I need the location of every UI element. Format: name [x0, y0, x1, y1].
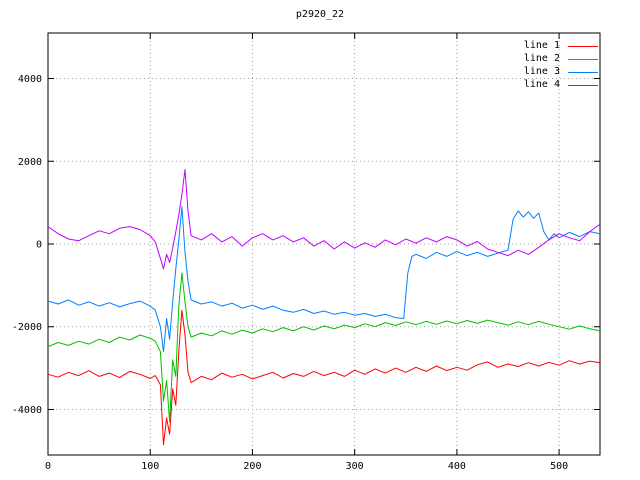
legend-swatch: [568, 84, 598, 86]
x-tick-label: 300: [346, 461, 364, 472]
y-tick-label: -4000: [12, 405, 42, 416]
legend-row: line 3: [524, 67, 598, 77]
legend-row: line 2: [524, 54, 598, 64]
legend-swatch: [568, 71, 598, 73]
legend: line 1 line 2 line 3 line 4: [524, 41, 598, 90]
legend-label: line 3: [523, 66, 560, 77]
y-tick-label: -2000: [12, 322, 42, 333]
legend-label: line 2: [523, 53, 560, 64]
series-line-4: [47, 169, 601, 270]
series-line-2: [47, 272, 601, 423]
x-tick-label: 500: [550, 461, 568, 472]
series-line-1: [47, 309, 601, 446]
legend-row: line 1: [524, 41, 598, 51]
x-tick-label: 100: [141, 461, 159, 472]
series-line-3: [47, 206, 601, 353]
legend-swatch: [568, 45, 598, 47]
y-tick-label: 4000: [18, 74, 42, 85]
legend-row: line 4: [524, 80, 598, 90]
x-tick-label: 400: [448, 461, 466, 472]
legend-label: line 1: [523, 40, 560, 51]
chart-title: p2920_22: [295, 9, 345, 20]
x-tick-label: 200: [243, 461, 261, 472]
plot-border: [47, 32, 601, 456]
y-tick-label: 0: [36, 240, 42, 251]
legend-label: line 4: [523, 79, 560, 90]
y-tick-label: 2000: [18, 157, 42, 168]
legend-swatch: [568, 58, 598, 60]
x-tick-label: 0: [45, 461, 51, 472]
